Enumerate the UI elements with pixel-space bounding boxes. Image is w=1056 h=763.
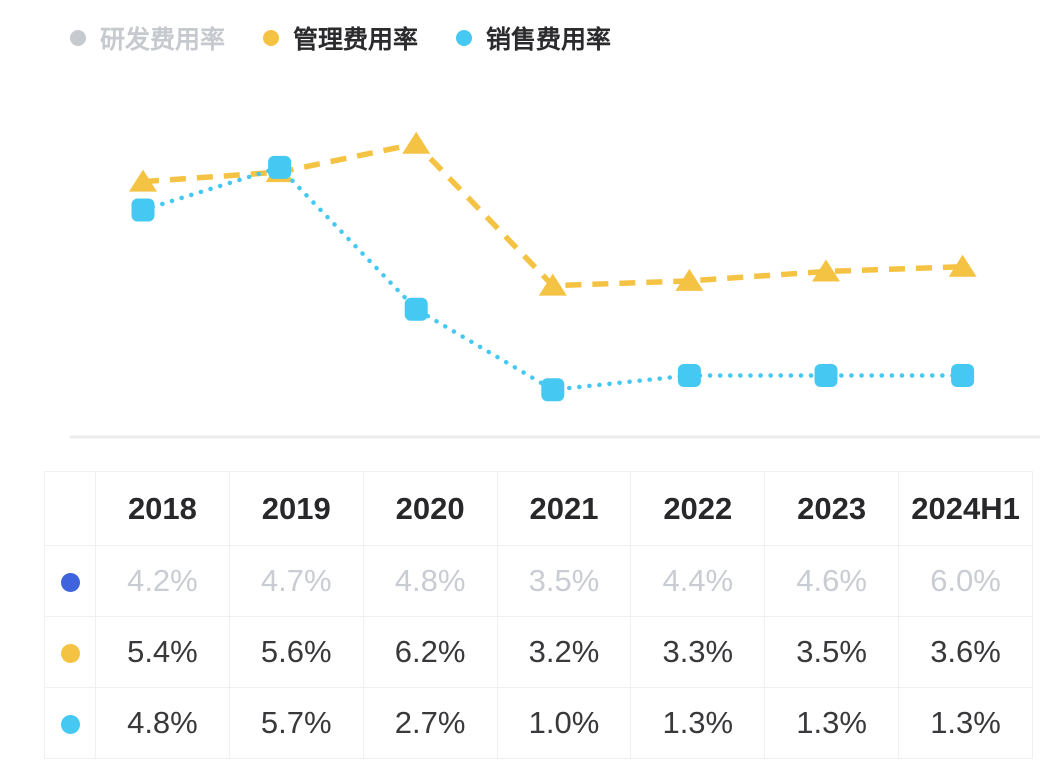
table-cell: 5.6%: [228, 616, 364, 688]
table-row-sales-expense-ratio: 4.8% 5.7% 2.7% 1.0% 1.3% 1.3% 1.3%: [44, 687, 1033, 759]
table-cell: 4.7%: [228, 545, 364, 617]
table-cell: 4.8%: [95, 687, 230, 759]
table-cell: 4.2%: [95, 545, 230, 617]
square-marker: [268, 155, 292, 179]
table-cell: 3.5%: [496, 545, 632, 617]
table-cell: 3.3%: [630, 616, 766, 688]
square-marker: [951, 364, 975, 388]
series-line: [142, 140, 963, 289]
col-header-2018: 2018: [95, 471, 230, 546]
table-row-admin-expense-ratio: 5.4% 5.6% 6.2% 3.2% 3.3% 3.5% 3.6%: [44, 616, 1033, 688]
col-header-2020: 2020: [362, 471, 498, 546]
col-header-2023: 2023: [764, 471, 900, 546]
legend-item-admin-expense-ratio[interactable]: 管理费用率: [263, 20, 418, 56]
square-marker: [814, 364, 838, 388]
rd-series-dot-icon: [70, 30, 86, 46]
col-header-2021: 2021: [496, 471, 632, 546]
triangle-marker: [812, 259, 840, 282]
chart-legend: 研发费用率 管理费用率 销售费用率: [70, 20, 611, 56]
legend-item-sales-expense-ratio[interactable]: 销售费用率: [456, 20, 611, 56]
table-row-rd-expense-ratio: 4.2% 4.7% 4.8% 3.5% 4.4% 4.6% 6.0%: [44, 545, 1033, 617]
table-cell: 3.2%: [496, 616, 632, 688]
table-cell: 2.7%: [362, 687, 498, 759]
square-marker: [404, 297, 428, 321]
triangle-marker: [129, 169, 157, 192]
table-cell: 6.2%: [362, 616, 498, 688]
sales-series-dot-icon: [456, 30, 473, 46]
table-cell: 1.0%: [496, 687, 632, 759]
table-cell: 1.3%: [630, 687, 766, 759]
table-cell: 4.4%: [630, 545, 766, 617]
triangle-marker: [538, 273, 567, 296]
table-cell: 5.4%: [95, 616, 230, 688]
triangle-marker: [402, 131, 431, 154]
admin-row-dot-icon: [60, 644, 80, 664]
table-cell: 1.3%: [764, 687, 900, 759]
table-cell: 6.0%: [898, 545, 1033, 617]
table-header-row: 2018 2019 2020 2021 2022 2023 2024H1: [44, 471, 1033, 546]
row-dot-cell: [44, 687, 96, 759]
table-cell: 5.7%: [228, 687, 364, 759]
square-marker: [131, 198, 155, 222]
row-dot-cell: [44, 616, 96, 688]
legend-label-rd: 研发费用率: [100, 26, 226, 54]
triangle-marker: [948, 254, 977, 277]
table-cell: 4.6%: [764, 545, 900, 617]
legend-label-admin: 管理费用率: [293, 26, 419, 54]
sales-row-dot-icon: [60, 715, 80, 735]
legend-item-rd-expense-ratio[interactable]: 研发费用率: [70, 20, 225, 56]
expense-ratio-table: 2018 2019 2020 2021 2022 2023 2024H1 4.2…: [44, 471, 1033, 759]
col-header-2022: 2022: [630, 471, 766, 546]
col-header-2019: 2019: [228, 471, 364, 546]
legend-label-sales: 销售费用率: [486, 26, 612, 54]
rd-row-dot-icon: [60, 573, 80, 593]
square-marker: [541, 378, 565, 402]
table-cell: 1.3%: [898, 687, 1033, 759]
admin-series-dot-icon: [263, 30, 280, 46]
line-chart-canvas: [70, 131, 1040, 439]
triangle-marker: [675, 268, 704, 291]
line-chart: [0, 60, 1056, 445]
table-cell: 3.6%: [898, 616, 1033, 688]
col-header-2024h1: 2024H1: [898, 471, 1033, 546]
table-cell: 3.5%: [764, 616, 900, 688]
row-dot-cell: [44, 545, 96, 617]
square-marker: [677, 364, 701, 388]
table-corner-cell: [44, 471, 96, 546]
table-cell: 4.8%: [362, 545, 498, 617]
